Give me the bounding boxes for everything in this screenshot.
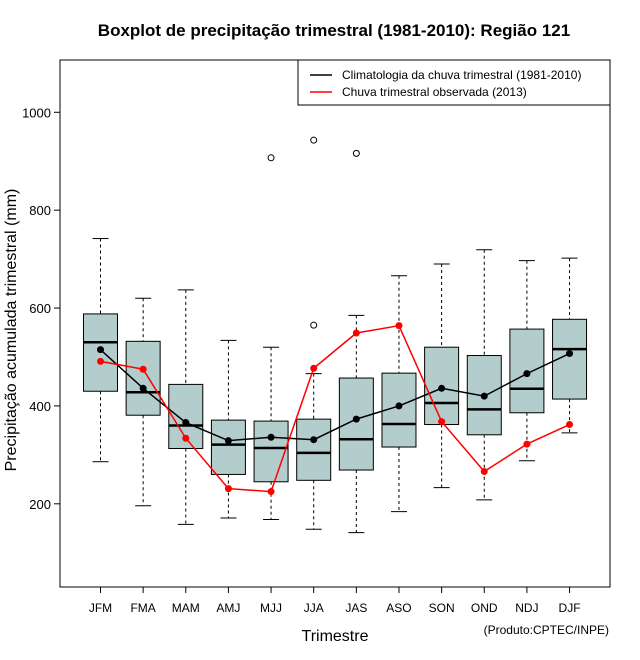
plot-frame bbox=[59, 59, 611, 588]
box-iqr bbox=[296, 418, 332, 481]
x-tick-label: OND bbox=[471, 601, 498, 615]
x-tick-label: DJF bbox=[559, 601, 581, 615]
legend: Climatologia da chuva trimestral (1981-2… bbox=[297, 59, 611, 106]
box-iqr bbox=[210, 419, 246, 475]
observed-point bbox=[182, 434, 190, 442]
climatology-point bbox=[480, 392, 488, 400]
observed-point bbox=[139, 365, 147, 373]
box-JAS bbox=[338, 149, 374, 534]
observed-point bbox=[352, 329, 360, 337]
y-tick-label: 200 bbox=[29, 497, 51, 512]
x-tick-label: MAM bbox=[172, 601, 200, 615]
climatology-point bbox=[267, 433, 275, 441]
outlier-point bbox=[352, 149, 360, 157]
box-ASO bbox=[381, 275, 417, 513]
series-lines bbox=[97, 322, 574, 496]
x-axis-label: Trimestre bbox=[302, 628, 369, 645]
y-tick-label: 600 bbox=[29, 301, 51, 316]
climatology-point bbox=[97, 346, 104, 354]
credit-text: (Produto:CPTEC/INPE) bbox=[484, 623, 609, 637]
climatology-point bbox=[352, 415, 360, 423]
x-tick-label: AMJ bbox=[216, 601, 240, 615]
climatology-point bbox=[139, 384, 147, 392]
observed-point bbox=[310, 364, 318, 372]
climatology-point bbox=[224, 437, 232, 445]
x-tick-label: FMA bbox=[130, 601, 155, 615]
climatology-line bbox=[99, 349, 570, 442]
outlier-point bbox=[310, 321, 318, 329]
boxes-group bbox=[83, 136, 588, 534]
observed-point bbox=[395, 322, 403, 330]
x-axis: JFM FMA MAM AMJ MJJ JJA JAS ASO SON OND NDJ DJF bbox=[89, 587, 581, 615]
climatology-point bbox=[566, 350, 574, 358]
climatology-point bbox=[523, 370, 531, 378]
box-JJA bbox=[296, 136, 332, 530]
climatology-point bbox=[182, 419, 190, 427]
y-tick-label: 400 bbox=[29, 399, 51, 414]
x-tick-label: MJJ bbox=[260, 601, 282, 615]
box-AMJ bbox=[210, 339, 246, 519]
box-MJJ bbox=[253, 154, 289, 520]
observed-point bbox=[97, 357, 104, 365]
outlier-point bbox=[310, 136, 318, 144]
x-tick-label: JAS bbox=[345, 601, 367, 615]
y-axis: 200 400 600 800 1000 bbox=[22, 105, 60, 512]
box-FMA bbox=[125, 297, 161, 507]
observed-point bbox=[480, 468, 488, 476]
legend-label-observed: Chuva trimestral observada (2013) bbox=[342, 85, 527, 99]
observed-point bbox=[224, 485, 232, 493]
x-tick-label: NDJ bbox=[515, 601, 538, 615]
observed-line bbox=[100, 324, 570, 493]
box-OND bbox=[466, 249, 502, 501]
box-iqr bbox=[253, 420, 289, 483]
box-NDJ bbox=[509, 260, 545, 462]
y-axis-label: Precipitação acumulada trimestral (mm) bbox=[3, 189, 20, 472]
x-tick-label: JFM bbox=[89, 601, 112, 615]
observed-point bbox=[267, 488, 275, 496]
box-DJF bbox=[552, 257, 588, 434]
box-MAM bbox=[168, 289, 204, 525]
observed-point bbox=[438, 418, 446, 426]
box-SON bbox=[424, 263, 460, 489]
outlier-point bbox=[267, 154, 275, 162]
box-iqr bbox=[338, 377, 374, 471]
x-tick-label: JJA bbox=[304, 601, 324, 615]
observed-point bbox=[523, 440, 531, 448]
climatology-point bbox=[395, 402, 403, 410]
climatology-point bbox=[310, 436, 318, 444]
legend-box bbox=[297, 59, 611, 106]
x-tick-label: SON bbox=[429, 601, 455, 615]
y-tick-label: 800 bbox=[29, 203, 51, 218]
observed-point bbox=[566, 421, 574, 429]
legend-label-climatology: Climatologia da chuva trimestral (1981-2… bbox=[342, 68, 581, 82]
y-tick-label: 1000 bbox=[22, 105, 51, 120]
chart-title: Boxplot de precipitação trimestral (1981… bbox=[98, 21, 570, 40]
x-tick-label: ASO bbox=[386, 601, 411, 615]
climatology-point bbox=[438, 384, 446, 392]
